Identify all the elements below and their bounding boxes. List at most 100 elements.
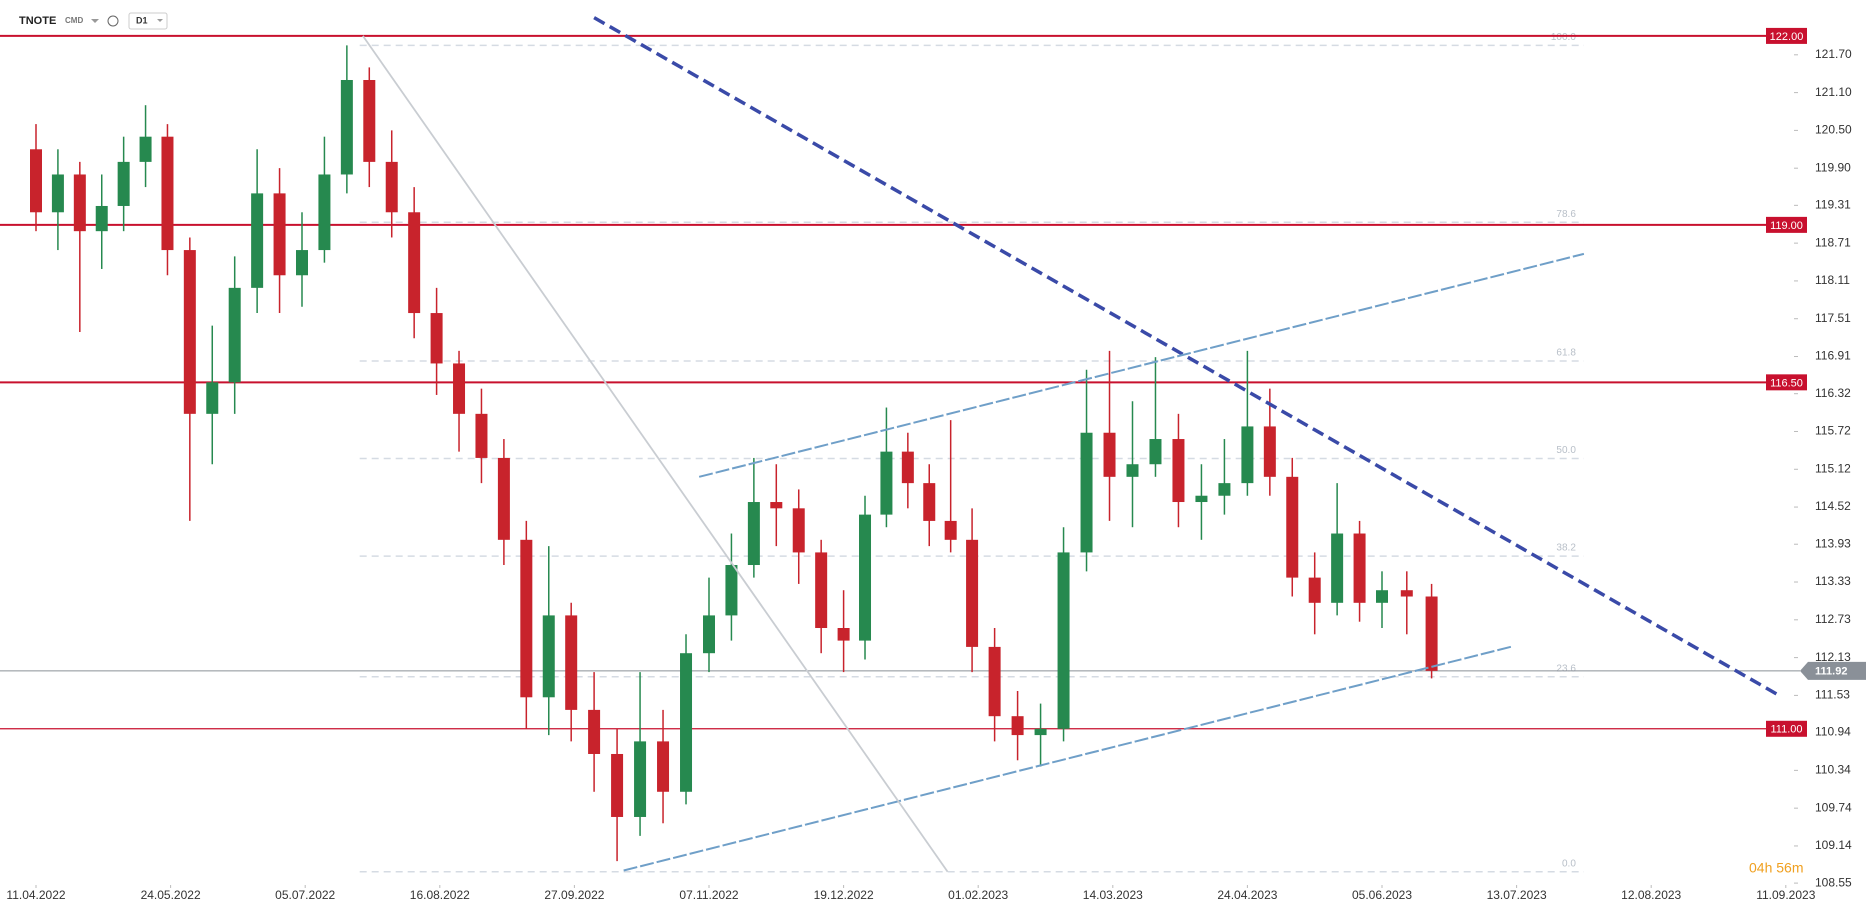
y-tick-label: 109.74 (1815, 800, 1852, 814)
candle-body (747, 502, 760, 566)
x-tick-label: 19.12.2022 (814, 888, 874, 902)
candle-body (340, 79, 353, 175)
info-icon[interactable] (107, 15, 119, 27)
candle-body (634, 741, 647, 817)
fib-label: 0.0 (1562, 858, 1576, 869)
candle-body (1149, 439, 1162, 465)
y-tick-label: 110.94 (1815, 725, 1851, 739)
candle-body (1425, 596, 1438, 671)
candle-body (1353, 533, 1366, 603)
candle-body (1011, 716, 1024, 736)
candle-body (1034, 728, 1047, 736)
countdown: 04h 56m (1749, 860, 1803, 876)
candles (30, 45, 1438, 862)
level-label: 119.00 (1770, 220, 1803, 232)
candle-body (1400, 590, 1413, 597)
candle-body (73, 174, 86, 232)
level-label: 122.00 (1770, 31, 1804, 43)
candle-body (1103, 432, 1116, 477)
header: TNOTE CMD D1 (19, 12, 168, 30)
dropdown-icon[interactable] (91, 19, 99, 23)
y-tick-label: 119.90 (1815, 160, 1851, 174)
x-tick-label: 01.02.2023 (948, 888, 1008, 902)
candle-body (565, 615, 578, 710)
fib-label: 23.6 (1556, 663, 1576, 674)
market: CMD (65, 16, 83, 25)
current-price-label: 111.92 (1815, 666, 1847, 678)
candle-body (475, 413, 488, 458)
candle-body (430, 313, 443, 364)
level-box (1766, 27, 1807, 44)
dropdown-icon (157, 19, 163, 22)
candle-body (318, 174, 331, 251)
candle-body (680, 653, 693, 792)
timeframe: D1 (136, 15, 148, 25)
candle-body (183, 250, 196, 414)
current-price-box (1800, 661, 1866, 680)
candle-body (161, 136, 174, 251)
candle-body (725, 565, 738, 616)
candle-body (251, 193, 264, 288)
y-tick-label: 117.51 (1815, 311, 1851, 325)
y-tick-label: 109.14 (1815, 838, 1852, 852)
x-tick-label: 05.07.2022 (275, 888, 335, 902)
candle-body (1241, 426, 1254, 484)
candle-body (520, 539, 533, 698)
x-tick-label: 14.03.2023 (1083, 888, 1143, 902)
y-tick-label: 111.53 (1815, 688, 1850, 702)
candle-body (1376, 590, 1388, 603)
candle-body (453, 363, 466, 414)
y-tick-label: 112.73 (1815, 612, 1851, 626)
fib-label: 50.0 (1556, 445, 1576, 456)
candle-body (657, 741, 670, 792)
fib-label: 61.8 (1556, 348, 1576, 359)
candle-body (859, 514, 872, 641)
y-tick-label: 119.31 (1815, 198, 1851, 212)
level-box (1766, 720, 1807, 737)
candle-body (1080, 432, 1093, 553)
candle-body (1195, 495, 1208, 503)
candle-body (363, 79, 376, 162)
x-tick-label: 27.09.2022 (544, 888, 604, 902)
x-tick-label: 11.04.2022 (6, 888, 65, 902)
trendline (698, 252, 1585, 478)
candle-body (792, 508, 805, 553)
candle-body (51, 174, 64, 213)
level-box (1766, 216, 1807, 233)
candle-body (497, 457, 510, 540)
candle-body (611, 753, 624, 817)
candle-body (1172, 439, 1185, 503)
candle-body (703, 615, 715, 654)
candle-body (295, 250, 308, 276)
y-tick-label: 113.93 (1815, 536, 1851, 550)
x-tick-label: 07.11.2022 (679, 888, 738, 902)
y-tick-label: 113.33 (1815, 574, 1851, 588)
candle-body (880, 451, 893, 515)
candle-body (923, 483, 936, 521)
timeframe-box[interactable] (128, 12, 168, 30)
x-tick-label: 12.08.2023 (1621, 888, 1681, 902)
x-tick-label: 24.04.2023 (1217, 888, 1277, 902)
candle-body (1263, 426, 1276, 477)
y-tick-label: 116.32 (1815, 386, 1851, 400)
y-tick-label: 110.34 (1815, 763, 1851, 777)
candle-body (815, 552, 828, 629)
candle-body (408, 212, 421, 314)
candle-body (988, 646, 1001, 717)
y-tick-label: 112.13 (1815, 650, 1851, 664)
y-tick-label: 114.52 (1815, 499, 1851, 513)
candle-body (1331, 533, 1344, 603)
y-tick-label: 115.72 (1815, 424, 1851, 438)
candle-body (770, 502, 783, 509)
candle-body (385, 161, 398, 213)
x-tick-label: 11.09.2023 (1756, 888, 1815, 902)
candle-body (542, 615, 555, 698)
fib-label: 38.2 (1556, 543, 1576, 554)
candle-body (1286, 476, 1299, 578)
candle-body (944, 520, 957, 540)
candle-body (117, 161, 130, 206)
plot: 121.70 121.10 120.50 119.90 119.31 118.71 118.… (0, 27, 1866, 902)
candle-body (273, 193, 286, 276)
candle-body (228, 287, 241, 383)
